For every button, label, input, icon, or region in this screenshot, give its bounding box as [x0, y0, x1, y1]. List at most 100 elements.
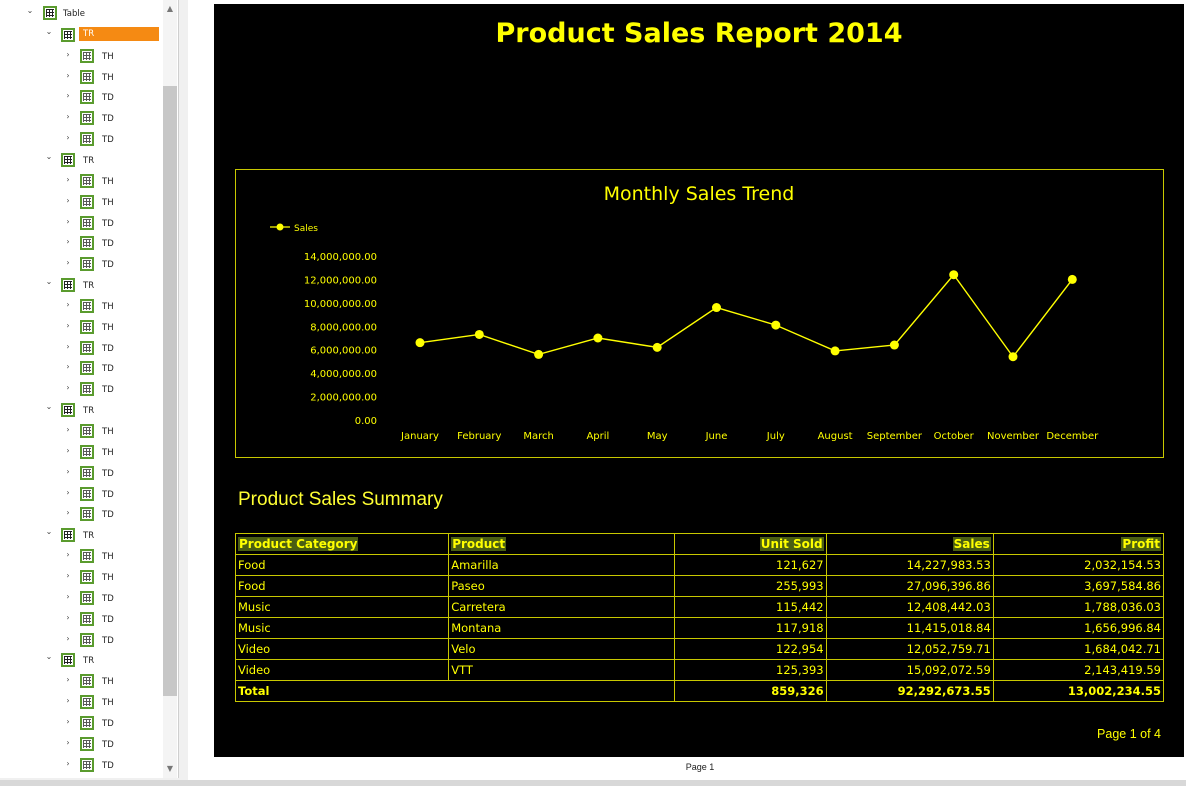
tree-cell-label[interactable]: TH	[102, 51, 114, 62]
chevron-right-icon[interactable]: ›	[66, 758, 70, 768]
tree-cell-label[interactable]: TD	[102, 239, 114, 250]
chevron-right-icon[interactable]: ›	[66, 612, 70, 622]
chevron-right-icon[interactable]: ›	[66, 174, 70, 184]
chevron-right-icon[interactable]: ›	[66, 466, 70, 476]
chevron-right-icon[interactable]: ›	[66, 570, 70, 580]
chevron-right-icon[interactable]: ›	[66, 445, 70, 455]
scroll-down-arrow-icon[interactable]: ▼	[166, 764, 174, 773]
cell-product-category: Music	[234, 617, 450, 639]
cell-sales: 11,415,018.84	[825, 617, 994, 639]
chevron-right-icon[interactable]: ›	[66, 508, 70, 518]
table-cell-icon	[80, 236, 94, 251]
chevron-right-icon[interactable]: ›	[66, 675, 70, 685]
report-title: Product Sales Report 2014	[495, 18, 903, 49]
chevron-down-icon[interactable]: ⌄	[45, 151, 53, 161]
tree-scrollbar-thumb[interactable]	[163, 86, 177, 696]
chevron-right-icon[interactable]: ›	[66, 91, 70, 101]
tree-cell-label[interactable]: TD	[102, 114, 114, 125]
tree-row-label[interactable]: TR	[83, 656, 95, 667]
tree-row-label[interactable]: TR	[83, 155, 95, 166]
chevron-right-icon[interactable]: ›	[66, 550, 70, 560]
chevron-right-icon[interactable]: ›	[66, 299, 70, 309]
chevron-down-icon[interactable]: ⌄	[26, 6, 34, 15]
chevron-down-icon[interactable]: ⌄	[45, 277, 53, 287]
data-point-april	[593, 333, 603, 343]
table-cell-icon	[80, 340, 94, 355]
y-tick-label: 6,000,000.00	[310, 346, 377, 357]
chevron-right-icon[interactable]: ›	[66, 216, 70, 226]
tree-cell-label[interactable]: TD	[102, 489, 114, 500]
chevron-right-icon[interactable]: ›	[66, 487, 70, 497]
chevron-right-icon[interactable]: ›	[66, 696, 70, 706]
tree-root-label[interactable]: Table	[63, 9, 85, 19]
cell-unit-sold: 115,442	[674, 596, 827, 618]
total-label: Total	[234, 680, 676, 702]
tree-cell-label[interactable]: TD	[102, 760, 114, 771]
tree-cell-label[interactable]: TH	[102, 572, 114, 583]
table-cell-icon	[80, 361, 94, 376]
tree-cell-label[interactable]: TD	[102, 385, 114, 396]
chevron-right-icon[interactable]: ›	[66, 383, 70, 393]
tree-cell-label[interactable]: TD	[102, 364, 114, 375]
tree-cell-label[interactable]: TD	[102, 510, 114, 521]
cell-profit: 3,697,584.86	[992, 575, 1165, 597]
tree-cell-label[interactable]: TH	[102, 427, 114, 437]
tree-cell-label[interactable]: TD	[102, 468, 114, 479]
chevron-right-icon[interactable]: ›	[66, 362, 70, 372]
chevron-right-icon[interactable]: ›	[66, 591, 70, 601]
tree-cell-label[interactable]: TD	[102, 343, 114, 354]
tree-cell-label[interactable]: TH	[102, 176, 114, 187]
tree-cell-label[interactable]: TH	[102, 552, 114, 563]
x-tick-label: April	[586, 431, 609, 442]
sales-summary-table: Product Category Product Unit Sold Sales…	[234, 533, 1165, 702]
tree-cell-label[interactable]: TD	[102, 739, 114, 750]
tree-cell-label[interactable]: TD	[102, 718, 114, 729]
tree-row-label[interactable]: TR	[83, 281, 95, 292]
cell-product-category: Music	[234, 596, 450, 618]
chevron-right-icon[interactable]: ›	[66, 737, 70, 747]
chevron-right-icon[interactable]: ›	[66, 633, 70, 643]
element-tree-panel[interactable]: ⌄ Table ⌄ TR › TH › TH › TD › TD › TD ⌄ TR › TH › TH › TD › TD ›…	[0, 0, 179, 778]
status-bar	[0, 780, 1186, 786]
header-product-category: Product Category	[234, 533, 450, 555]
cell-product: Paseo	[448, 575, 676, 597]
chevron-right-icon[interactable]: ›	[66, 195, 70, 205]
tree-cell-label[interactable]: TD	[102, 635, 114, 646]
chevron-right-icon[interactable]: ›	[66, 258, 70, 268]
chevron-right-icon[interactable]: ›	[66, 341, 70, 351]
x-tick-label: February	[457, 431, 501, 442]
tree-cell-label[interactable]: TD	[102, 593, 114, 604]
chevron-right-icon[interactable]: ›	[66, 49, 70, 59]
table-cell-icon	[80, 715, 94, 730]
tree-cell-label[interactable]: TD	[102, 135, 114, 146]
tree-cell-label[interactable]: TH	[102, 322, 114, 333]
y-tick-label: 8,000,000.00	[310, 322, 377, 333]
tree-row-label[interactable]: TR	[83, 531, 95, 542]
chevron-right-icon[interactable]: ›	[66, 425, 70, 434]
tree-cell-label[interactable]: TH	[102, 197, 114, 208]
chevron-down-icon[interactable]: ⌄	[45, 26, 53, 36]
chevron-down-icon[interactable]: ⌄	[45, 402, 53, 412]
tree-row-label[interactable]: TR	[79, 26, 159, 41]
tree-cell-label[interactable]: TH	[102, 677, 114, 688]
tree-cell-label[interactable]: TD	[102, 260, 114, 271]
chevron-down-icon[interactable]: ⌄	[45, 527, 53, 537]
cell-profit: 1,788,036.03	[992, 596, 1165, 618]
x-tick-label: September	[867, 431, 923, 442]
tree-cell-label[interactable]: TD	[102, 218, 114, 229]
tree-cell-label[interactable]: TH	[102, 72, 114, 83]
chevron-right-icon[interactable]: ›	[66, 716, 70, 726]
chevron-right-icon[interactable]: ›	[66, 70, 70, 80]
scroll-up-arrow-icon[interactable]: ▲	[166, 4, 174, 13]
tree-row-label[interactable]: TR	[83, 406, 95, 417]
tree-cell-label[interactable]: TH	[102, 301, 114, 312]
tree-cell-label[interactable]: TH	[102, 698, 114, 709]
tree-cell-label[interactable]: TH	[102, 447, 114, 458]
tree-cell-label[interactable]: TD	[102, 614, 114, 625]
chevron-down-icon[interactable]: ⌄	[45, 652, 53, 662]
chevron-right-icon[interactable]: ›	[66, 133, 70, 143]
chevron-right-icon[interactable]: ›	[66, 112, 70, 122]
chevron-right-icon[interactable]: ›	[66, 320, 70, 330]
tree-cell-label[interactable]: TD	[102, 93, 114, 104]
chevron-right-icon[interactable]: ›	[66, 237, 70, 247]
